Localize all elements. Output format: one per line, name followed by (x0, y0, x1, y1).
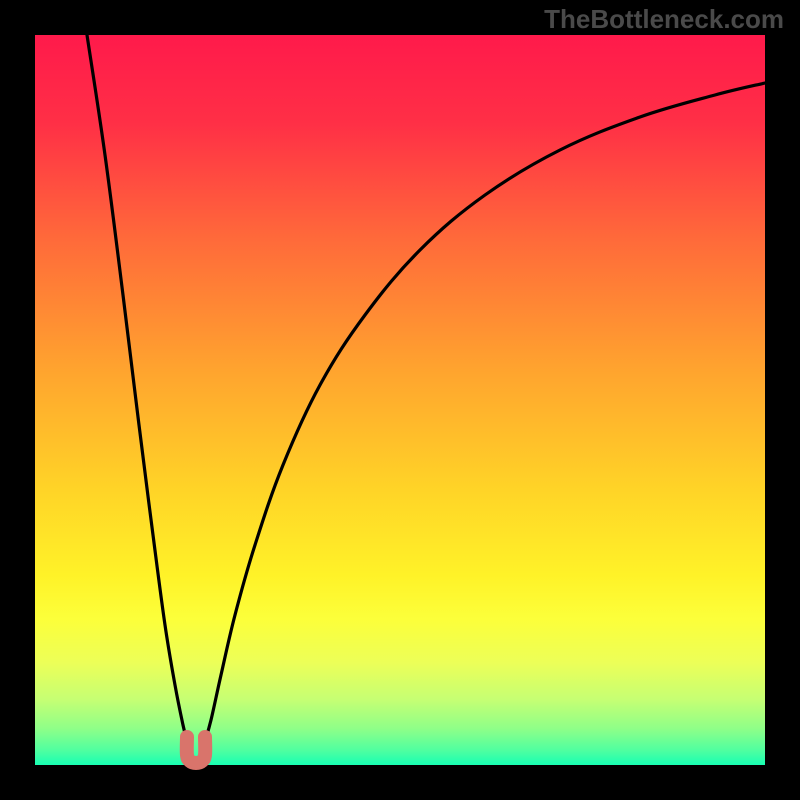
right-curve (205, 83, 765, 741)
bottom-marker (187, 737, 205, 763)
curve-layer (35, 35, 765, 765)
left-curve (87, 35, 187, 741)
watermark-text: TheBottleneck.com (544, 4, 784, 35)
chart-frame: TheBottleneck.com (0, 0, 800, 800)
plot-area (35, 35, 765, 765)
